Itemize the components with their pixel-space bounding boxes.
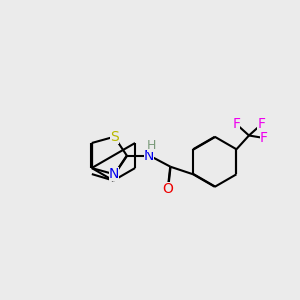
Text: F: F <box>260 131 268 145</box>
Text: F: F <box>257 117 266 131</box>
Text: N: N <box>144 148 154 163</box>
Text: N: N <box>109 167 119 181</box>
Text: S: S <box>110 130 118 144</box>
Text: H: H <box>147 139 156 152</box>
Text: O: O <box>163 182 173 196</box>
Text: F: F <box>232 117 241 131</box>
